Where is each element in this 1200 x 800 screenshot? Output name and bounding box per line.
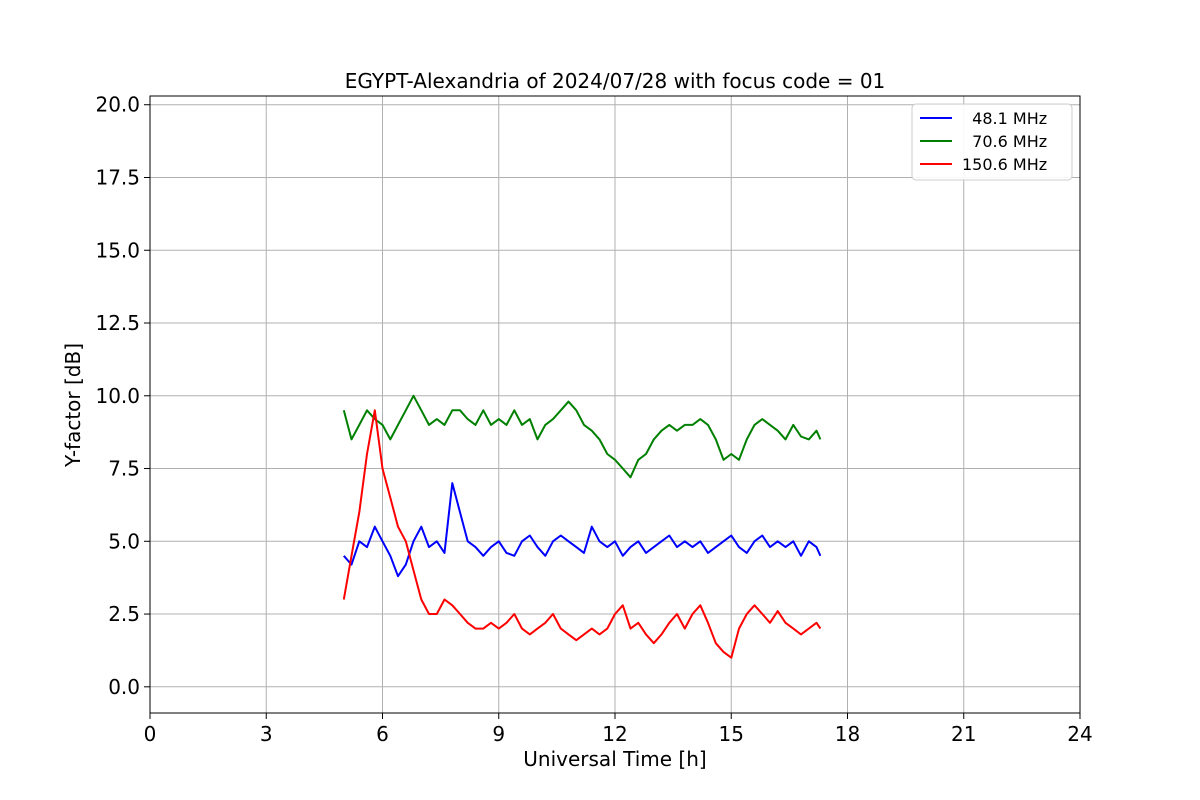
x-tick-label: 9: [492, 722, 505, 746]
legend-box: [911, 103, 1073, 181]
x-tick-label: 24: [1067, 722, 1092, 746]
series-line-1: [342, 394, 822, 479]
y-tick-label: 2.5: [108, 602, 140, 626]
legend-label: 48.1 MHz: [962, 109, 1047, 128]
series-line-0: [343, 482, 822, 578]
legend-label: 70.6 MHz: [962, 132, 1047, 151]
x-tick-label: 0: [144, 722, 157, 746]
x-tick-label: 15: [719, 722, 744, 746]
x-axis-label: Universal Time [h]: [523, 747, 706, 771]
series-layer: [342, 394, 822, 659]
legend-label: 150.6 MHz: [962, 155, 1047, 174]
y-axis-label: Y-factor [dB]: [61, 343, 85, 468]
y-tick-label: 7.5: [108, 457, 140, 481]
legend: 48.1 MHz 70.6 MHz 150.6 MHz: [911, 103, 1073, 181]
y-tick-label: 5.0: [108, 529, 140, 553]
y-tick-label: 20.0: [95, 93, 140, 117]
x-tick-label: 3: [260, 722, 273, 746]
x-tick-label: 21: [951, 722, 976, 746]
x-tick-label: 18: [835, 722, 860, 746]
ticks: 0 3 6 9 12 15 18 21 24 0.0 2.5 5.0 7.5 10.0 12.5 15.0 17…: [95, 93, 1092, 746]
y-tick-label: 17.5: [95, 165, 140, 189]
series-line-2: [342, 409, 822, 659]
x-tick-label: 6: [376, 722, 389, 746]
y-tick-label: 15.0: [95, 238, 140, 262]
y-tick-label: 0.0: [108, 675, 140, 699]
x-tick-label: 12: [602, 722, 627, 746]
y-tick-label: 10.0: [95, 384, 140, 408]
y-tick-label: 12.5: [95, 311, 140, 335]
chart-title: EGYPT-Alexandria of 2024/07/28 with focu…: [345, 69, 886, 93]
